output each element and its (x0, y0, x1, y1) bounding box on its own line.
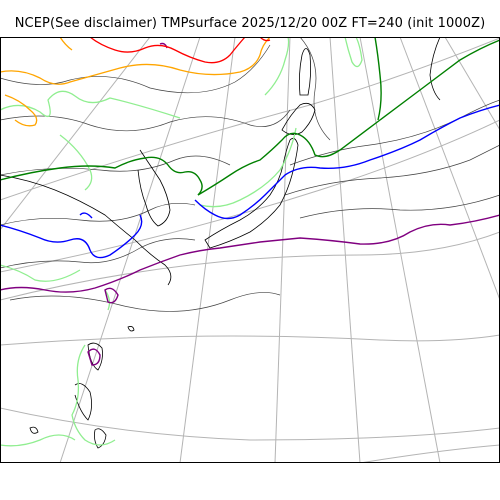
coastline-philippines (94, 428, 107, 449)
latitude-line (0, 37, 500, 201)
coastline-island (29, 426, 39, 434)
longitude-line (444, 37, 500, 131)
isotherm (284, 144, 500, 196)
isotherm (194, 104, 500, 220)
isotherm (79, 212, 93, 219)
isotherm (0, 37, 271, 85)
isotherm (0, 434, 76, 447)
isotherm (374, 37, 382, 121)
isotherm (197, 39, 500, 196)
isotherm (0, 214, 500, 293)
map-background (0, 37, 500, 463)
isotherm (0, 238, 196, 269)
map-frame (0, 37, 500, 463)
isotherm (344, 37, 363, 68)
isotherm (299, 194, 500, 219)
isotherm (264, 37, 290, 96)
isotherm (0, 264, 81, 282)
isotherm (104, 287, 119, 304)
longitude-line (274, 37, 291, 463)
coastline-island (127, 326, 135, 332)
isotherm (0, 203, 196, 226)
isotherms-orange (0, 37, 271, 127)
longitude-lines (0, 37, 500, 463)
isotherm (299, 37, 331, 141)
coastline-sakhalin (298, 48, 312, 96)
isotherm (0, 156, 203, 196)
isotherm (289, 99, 500, 166)
longitude-line (329, 37, 361, 463)
isotherms-light-green (0, 37, 363, 447)
isotherm (0, 214, 143, 259)
isotherm (0, 155, 231, 176)
longitude-line (59, 37, 201, 463)
coastline-japan (204, 137, 299, 249)
isotherm (89, 37, 246, 64)
minor-isotherms (0, 37, 500, 312)
coastline-philippines (74, 383, 92, 421)
isotherms-blue (0, 104, 500, 259)
longitude-line (359, 37, 441, 463)
latitude-line (0, 407, 500, 441)
isotherm (0, 109, 291, 132)
isotherm (59, 134, 93, 191)
isotherms-green (0, 37, 500, 196)
longitude-line (399, 37, 500, 301)
coastline-mainland (0, 174, 172, 286)
latitude-line (0, 231, 500, 301)
map-title: NCEP(See disclaimer) TMPsurface 2025/12/… (14, 16, 486, 31)
coastlines (0, 37, 441, 449)
coastline-korea (137, 149, 171, 227)
isotherm (4, 94, 38, 127)
coastline-kamchatka (429, 37, 441, 101)
isotherm (87, 348, 101, 366)
isotherm (71, 344, 116, 446)
temperature-map (0, 37, 500, 463)
latitude-line (0, 334, 500, 346)
latitude-line (359, 444, 500, 463)
isotherm (0, 90, 181, 119)
longitude-line (0, 37, 151, 231)
isotherm (9, 292, 281, 312)
isotherm (199, 127, 297, 208)
isotherm (59, 37, 73, 51)
